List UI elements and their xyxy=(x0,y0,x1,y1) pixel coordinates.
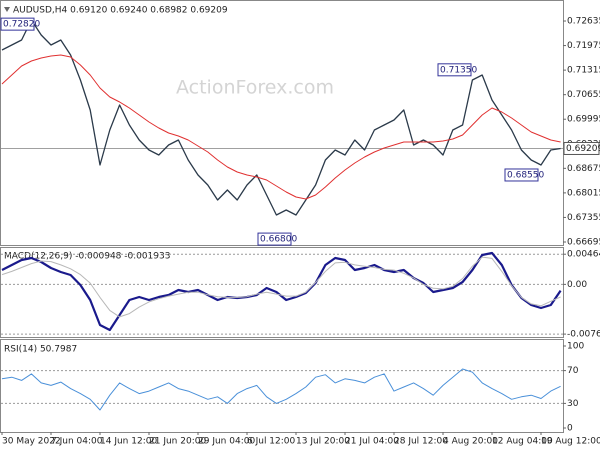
y-tick-label: 0.72635 xyxy=(567,17,600,27)
annotation-label: 0.71350 xyxy=(440,65,477,75)
y-tick-label: 0.71975 xyxy=(567,41,600,51)
y-tick-label: 0 xyxy=(567,424,573,434)
x-tick-label: 6 Jul 12:00 xyxy=(247,437,296,447)
x-tick-label: 19 Aug 12:00 xyxy=(541,437,600,447)
macd-title: MACD(12,26,9) -0.000948 -0.001933 xyxy=(4,252,170,262)
rsi-title: RSI(14) 50.7987 xyxy=(4,345,77,355)
y-tick-label: 0.71315 xyxy=(567,66,600,76)
series-line xyxy=(1,368,561,411)
x-tick-label: 12 Aug 04:00 xyxy=(492,437,553,447)
x-tick-label: 21 Jun 20:00 xyxy=(149,437,206,447)
y-tick-label: 0.00 xyxy=(567,280,587,290)
last-price-label: 0.69209 xyxy=(566,144,600,154)
y-tick-label: 0.66695 xyxy=(567,237,600,247)
annotation-box xyxy=(437,63,472,77)
annotation-label: 0.68550 xyxy=(507,170,544,180)
watermark: ActionForex.com xyxy=(176,77,334,99)
x-tick-label: 30 May 2022 xyxy=(2,437,61,447)
y-tick-label: -0.007653 xyxy=(567,330,600,340)
x-tick-label: 29 Jun 04:00 xyxy=(198,437,255,447)
y-tick-label: 0.68675 xyxy=(567,164,600,174)
x-tick-label: 4 Aug 20:00 xyxy=(443,437,498,447)
x-tick-label: 7 Jun 04:00 xyxy=(51,437,103,447)
chart-title: AUDUSD,H4 0.69120 0.69240 0.68982 0.6920… xyxy=(13,6,228,16)
annotation-label: 0.72820 xyxy=(3,20,40,30)
series-line xyxy=(1,19,561,216)
title-icon xyxy=(4,7,10,12)
annotation-label: 0.66800 xyxy=(260,235,297,245)
series-line xyxy=(1,54,561,200)
x-tick-label: 14 Jun 12:00 xyxy=(100,437,157,447)
x-tick-label: 28 Jul 12:00 xyxy=(394,437,448,447)
x-tick-label: 21 Jul 04:00 xyxy=(345,437,399,447)
series-line xyxy=(1,256,561,318)
y-tick-label: 30 xyxy=(567,399,579,409)
series-line xyxy=(1,251,562,332)
rsi-panel-frame xyxy=(0,339,564,433)
x-tick-label: 13 Jul 20:00 xyxy=(296,437,350,447)
y-tick-label: 100 xyxy=(567,342,584,352)
y-tick-label: 0.67355 xyxy=(567,213,600,223)
annotation-box xyxy=(504,168,539,182)
macd-panel-frame xyxy=(0,247,564,338)
y-tick-label: 0.69995 xyxy=(567,115,600,125)
annotation-box xyxy=(257,232,292,246)
annotation-box xyxy=(0,17,35,31)
y-tick-label: 0.004643 xyxy=(567,250,600,260)
y-tick-label: 0.68015 xyxy=(567,188,600,198)
y-tick-label: 0.70655 xyxy=(567,90,600,100)
y-tick-label: 70 xyxy=(567,366,579,376)
last-price-box xyxy=(563,141,600,155)
